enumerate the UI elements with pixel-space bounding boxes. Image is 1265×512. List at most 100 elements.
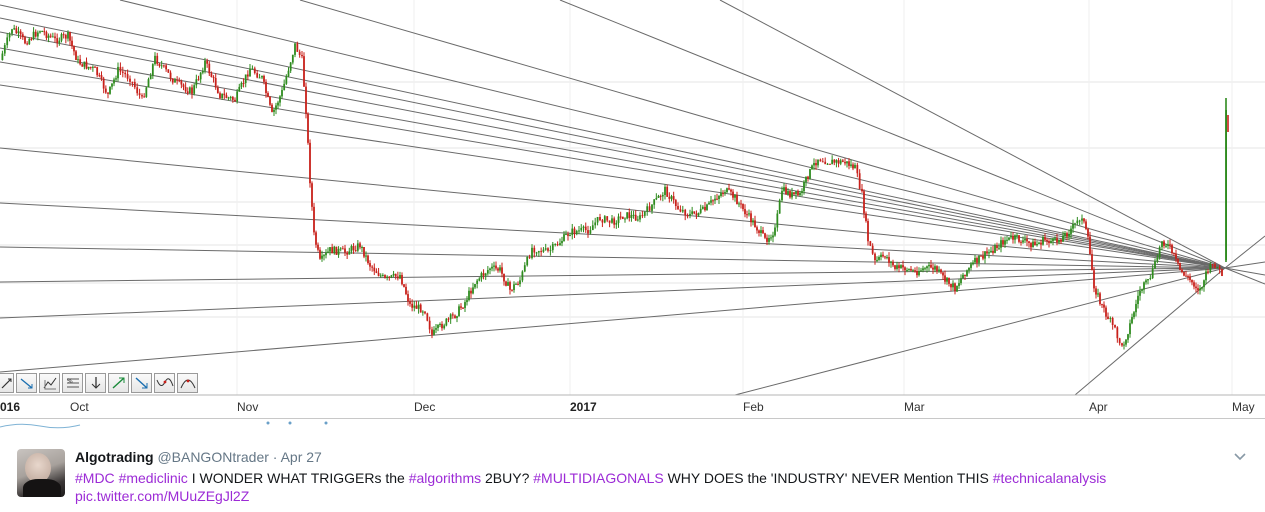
candle-body bbox=[992, 250, 994, 253]
candle-body bbox=[62, 34, 65, 36]
candle-body bbox=[409, 301, 411, 304]
pic-link[interactable]: pic.twitter.com/MUuZEgJl2Z bbox=[75, 488, 250, 504]
candle-body bbox=[411, 303, 414, 308]
user-handle[interactable]: @BANGONtrader bbox=[157, 449, 269, 465]
candle-body bbox=[819, 159, 822, 162]
arc-icon bbox=[180, 379, 195, 389]
candle-body bbox=[1087, 228, 1089, 237]
candle-body bbox=[878, 257, 880, 260]
candle-body bbox=[460, 306, 462, 308]
candle-body bbox=[354, 250, 357, 252]
tool-arc-button[interactable] bbox=[177, 373, 198, 393]
hashtag-mediclinic-link[interactable]: #mediclinic bbox=[118, 470, 188, 486]
candle-body bbox=[242, 82, 245, 84]
candle-body bbox=[1064, 233, 1066, 236]
tool-arrow-down-button[interactable] bbox=[85, 373, 106, 393]
trendline bbox=[0, 31, 1226, 269]
tool-pattern-button[interactable] bbox=[39, 373, 60, 393]
candle-body bbox=[596, 216, 599, 223]
tool-wave-button[interactable] bbox=[154, 373, 175, 393]
candle-body bbox=[361, 246, 363, 248]
candle-body bbox=[421, 311, 424, 313]
candle-body bbox=[886, 257, 888, 259]
avatar[interactable] bbox=[17, 449, 65, 497]
candle-body bbox=[377, 272, 380, 276]
candle-body bbox=[938, 269, 940, 272]
candle-body bbox=[1089, 236, 1091, 255]
candle-body bbox=[156, 55, 159, 64]
trendline bbox=[0, 147, 1226, 269]
candle-body bbox=[81, 64, 84, 67]
candle-body bbox=[774, 227, 776, 236]
candle-body bbox=[910, 268, 912, 271]
hashtag-algorithms-link[interactable]: #algorithms bbox=[408, 470, 482, 486]
candle-body bbox=[1018, 235, 1020, 242]
x-tick-label: Nov bbox=[237, 400, 259, 414]
chart-navigator[interactable] bbox=[0, 418, 1265, 430]
candle-body bbox=[664, 186, 666, 195]
candle-body bbox=[491, 266, 493, 269]
tool-trend-down-button[interactable] bbox=[16, 373, 37, 393]
svg-text:%: % bbox=[67, 378, 73, 385]
tool-arrow-up-button[interactable] bbox=[108, 373, 129, 393]
candle-body bbox=[1149, 278, 1152, 280]
candle-body bbox=[261, 75, 263, 78]
tool-arrow-down-right-button[interactable] bbox=[131, 373, 152, 393]
candle-body bbox=[659, 195, 662, 197]
candle-body bbox=[277, 102, 279, 106]
trendline bbox=[119, 0, 1226, 269]
candle-body bbox=[298, 51, 301, 55]
candle-body bbox=[154, 55, 156, 65]
candle-body bbox=[797, 191, 799, 196]
candle-body bbox=[403, 284, 405, 287]
candle-body bbox=[212, 77, 215, 79]
tool-fib-button[interactable]: % bbox=[62, 373, 83, 393]
candle-body bbox=[1022, 240, 1024, 243]
candle-body bbox=[718, 195, 720, 200]
candle-body bbox=[1179, 262, 1181, 270]
candle-body bbox=[138, 93, 141, 96]
stock-chart[interactable]: % 016 Oct Nov Dec 2017 Feb Mar Apr May bbox=[0, 0, 1265, 430]
tweet-card[interactable]: Algotrading @BANGONtrader · Apr 27 #MDC … bbox=[0, 436, 1265, 512]
tweet-text-part-3: WHY DOES the 'INDUSTRY' NEVER Mention TH… bbox=[667, 470, 989, 486]
candle-body bbox=[98, 75, 101, 77]
candle-body bbox=[47, 35, 50, 38]
candle-body bbox=[426, 313, 429, 321]
candle-body bbox=[225, 95, 228, 99]
candle-body bbox=[1081, 218, 1083, 221]
candle-body bbox=[1118, 338, 1121, 344]
candle-body bbox=[356, 243, 359, 251]
candle-body bbox=[327, 251, 329, 253]
candle-body bbox=[551, 244, 554, 251]
candle-body bbox=[265, 81, 267, 94]
trendline bbox=[0, 267, 1226, 373]
hashtag-mdc-link[interactable]: #MDC bbox=[75, 470, 115, 486]
candle-body bbox=[174, 79, 176, 83]
chevron-down-icon[interactable] bbox=[1232, 448, 1248, 464]
candle-body bbox=[234, 99, 236, 102]
candle-body bbox=[946, 277, 948, 282]
display-name[interactable]: Algotrading bbox=[75, 449, 154, 465]
candle-body bbox=[119, 66, 122, 72]
candle-body bbox=[1068, 233, 1070, 237]
tool-line-button[interactable] bbox=[0, 373, 14, 393]
candle-body bbox=[1095, 288, 1097, 295]
candle-body bbox=[464, 302, 466, 308]
chart-canvas[interactable] bbox=[0, 0, 1265, 430]
candle-body bbox=[505, 281, 507, 286]
candle-body bbox=[256, 73, 259, 78]
trend-down-icon bbox=[20, 378, 32, 389]
candle-body bbox=[837, 160, 840, 164]
candle-body bbox=[249, 68, 251, 77]
candle-body bbox=[1183, 271, 1185, 276]
candle-body bbox=[208, 63, 211, 74]
candle-body bbox=[599, 216, 601, 221]
candle-body bbox=[1002, 240, 1004, 245]
candle-body bbox=[1131, 317, 1133, 324]
candle-body bbox=[437, 325, 439, 329]
candle-body bbox=[509, 282, 511, 290]
hashtag-technicalanalysis-link[interactable]: #technicalanalysis bbox=[992, 470, 1107, 486]
candle-body bbox=[401, 275, 403, 285]
hashtag-multidiagonals-link[interactable]: #MULTIDIAGONALS bbox=[533, 470, 664, 486]
tweet-date[interactable]: Apr 27 bbox=[280, 449, 322, 465]
